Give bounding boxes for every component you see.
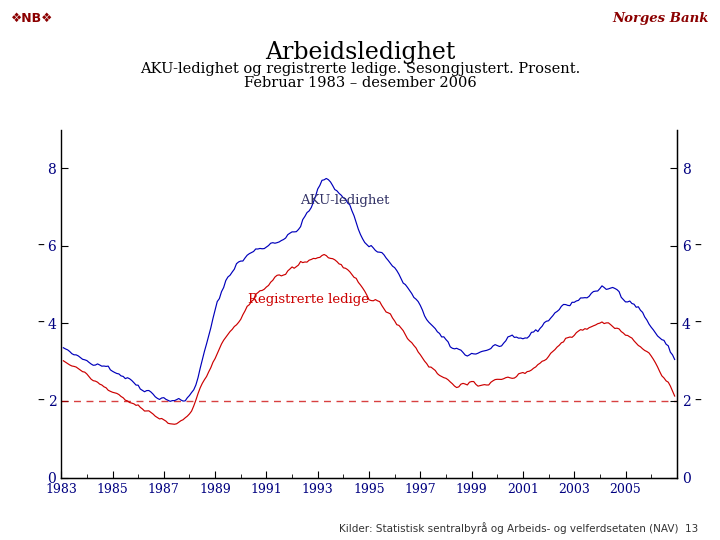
- Text: Februar 1983 – desember 2006: Februar 1983 – desember 2006: [243, 76, 477, 90]
- Text: Norges Bank: Norges Bank: [613, 12, 709, 25]
- Text: –: –: [37, 239, 44, 253]
- Text: –: –: [37, 316, 44, 330]
- Text: Kilder: Statistisk sentralbyrå og Arbeids- og velferdsetaten (NAV)  13: Kilder: Statistisk sentralbyrå og Arbeid…: [339, 522, 698, 534]
- Text: Registrerte ledige: Registrerte ledige: [248, 293, 369, 306]
- Text: –: –: [694, 316, 701, 330]
- Text: AKU-ledighet: AKU-ledighet: [300, 194, 389, 207]
- Text: –: –: [694, 394, 701, 408]
- Text: Arbeidsledighet: Arbeidsledighet: [265, 40, 455, 64]
- Text: –: –: [694, 239, 701, 253]
- Text: ❖NB❖: ❖NB❖: [11, 12, 53, 25]
- Text: –: –: [37, 394, 44, 408]
- Text: AKU-ledighet og registrerte ledige. Sesongjustert. Prosent.: AKU-ledighet og registrerte ledige. Seso…: [140, 62, 580, 76]
